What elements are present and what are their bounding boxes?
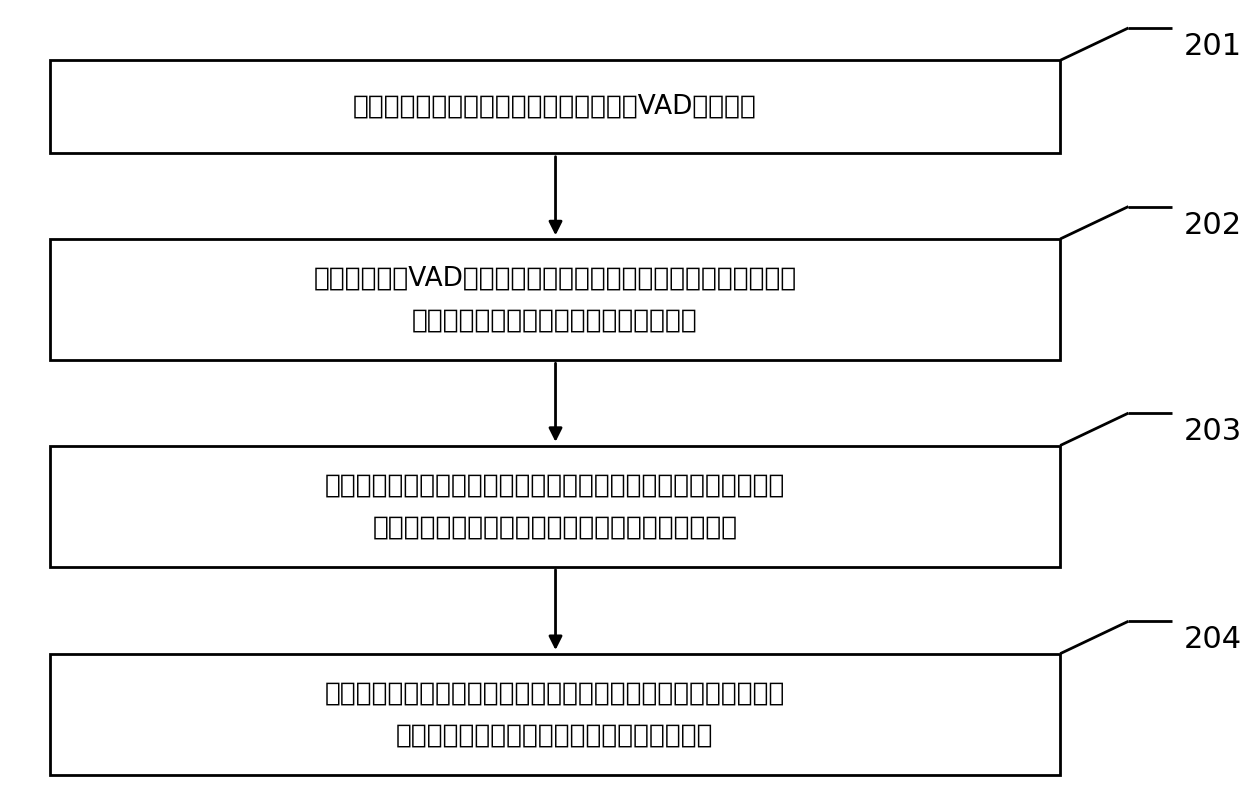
Text: 至少根据所述主麦克风信号的主麦克风噪声频谱计算所述主麦克风
信号的降噪增益，并输出降噪后的主语音信号: 至少根据所述主麦克风信号的主麦克风噪声频谱计算所述主麦克风 信号的降噪增益，并输… [325,680,785,748]
Text: 204: 204 [1184,625,1240,654]
FancyBboxPatch shape [50,239,1060,360]
FancyBboxPatch shape [50,654,1060,775]
Text: 201: 201 [1184,32,1240,61]
Text: 203: 203 [1184,417,1240,446]
FancyBboxPatch shape [50,446,1060,567]
Text: 根据所述频点VAD标识信息控制卡尔曼滤波器从辅麦克风信号中滤
除目标语音信号，获得辅麦克风噪声信号: 根据所述频点VAD标识信息控制卡尔曼滤波器从辅麦克风信号中滤 除目标语音信号，获… [314,266,796,334]
Text: 202: 202 [1184,211,1240,240]
FancyBboxPatch shape [50,61,1060,154]
Text: 通过动态噪声频谱映射将所述辅麦克风噪声信号映射到所述主麦克
风信号，获得所述主麦克风信号的主麦克风噪声频谱: 通过动态噪声频谱映射将所述辅麦克风噪声信号映射到所述主麦克 风信号，获得所述主麦… [325,472,785,540]
Text: 对主麦克风信号进行谐波检测，获得频点VAD标识信息: 对主麦克风信号进行谐波检测，获得频点VAD标识信息 [353,94,756,120]
